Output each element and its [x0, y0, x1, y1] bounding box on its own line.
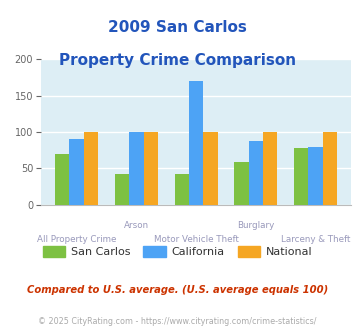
Bar — [203, 132, 218, 205]
Bar — [70, 139, 84, 205]
Text: Arson: Arson — [124, 221, 149, 230]
Bar — [143, 132, 158, 205]
Text: Motor Vehicle Theft: Motor Vehicle Theft — [154, 235, 239, 244]
Legend: San Carlos, California, National: San Carlos, California, National — [38, 242, 317, 262]
Text: All Property Crime: All Property Crime — [37, 235, 116, 244]
Text: Larceny & Theft: Larceny & Theft — [281, 235, 350, 244]
Bar — [249, 142, 263, 205]
Bar — [115, 174, 129, 205]
Text: Compared to U.S. average. (U.S. average equals 100): Compared to U.S. average. (U.S. average … — [27, 285, 328, 295]
Bar — [323, 132, 337, 205]
Bar — [129, 132, 143, 205]
Text: 2009 San Carlos: 2009 San Carlos — [108, 20, 247, 35]
Bar — [263, 132, 277, 205]
Bar — [308, 147, 323, 205]
Text: Property Crime Comparison: Property Crime Comparison — [59, 53, 296, 68]
Bar — [189, 81, 203, 205]
Bar — [294, 148, 308, 205]
Bar — [175, 174, 189, 205]
Bar — [84, 132, 98, 205]
Text: © 2025 CityRating.com - https://www.cityrating.com/crime-statistics/: © 2025 CityRating.com - https://www.city… — [38, 317, 317, 326]
Text: Burglary: Burglary — [237, 221, 274, 230]
Bar — [55, 154, 70, 205]
Bar — [234, 162, 249, 205]
